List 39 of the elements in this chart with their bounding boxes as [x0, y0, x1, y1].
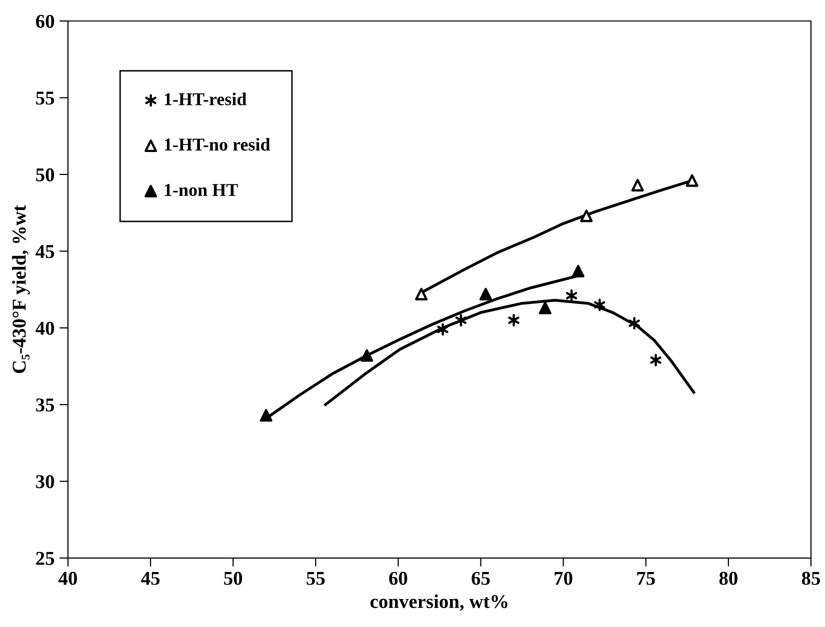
legend-label: 1-non HT — [164, 184, 238, 196]
y-tick-label: 25 — [36, 552, 54, 565]
y-tick-label: 45 — [36, 245, 54, 258]
point — [650, 354, 662, 366]
point — [628, 317, 640, 330]
point — [508, 314, 520, 326]
x-tick-label: 80 — [719, 572, 738, 585]
y-axis-title: C₅-430°F yield, %wt — [12, 205, 30, 374]
y-tick-label: 50 — [36, 168, 54, 182]
x-tick-label: 50 — [224, 572, 242, 585]
point — [538, 302, 552, 314]
point — [631, 178, 644, 192]
y-tick-label: 30 — [36, 475, 54, 488]
x-axis-title: conversion, wt% — [370, 594, 508, 611]
x-tick-label: 65 — [472, 572, 490, 585]
x-tick-label: 40 — [58, 572, 77, 585]
point — [594, 298, 606, 312]
x-tick-label: 55 — [306, 572, 325, 585]
point — [686, 174, 698, 187]
x-tick-label: 85 — [802, 572, 820, 585]
x-tick-label: 70 — [554, 572, 572, 585]
y-tick-label: 55 — [36, 92, 54, 105]
point — [566, 289, 578, 302]
x-tick-label: 60 — [389, 572, 408, 585]
point — [260, 409, 272, 422]
point — [455, 314, 467, 326]
point — [437, 323, 448, 336]
point — [572, 264, 584, 278]
point — [580, 210, 593, 222]
x-tick-label: 75 — [637, 572, 655, 585]
point — [415, 288, 428, 300]
y-tick-label: 35 — [36, 398, 54, 412]
point — [360, 349, 374, 362]
y-tick-label: 60 — [36, 14, 54, 28]
point — [479, 288, 492, 300]
legend-label: 1-HT-resid — [164, 92, 247, 106]
x-tick-label: 45 — [141, 572, 160, 585]
legend-label: 1-HT-no resid — [164, 138, 270, 151]
y-tick-label: 40 — [36, 322, 54, 335]
